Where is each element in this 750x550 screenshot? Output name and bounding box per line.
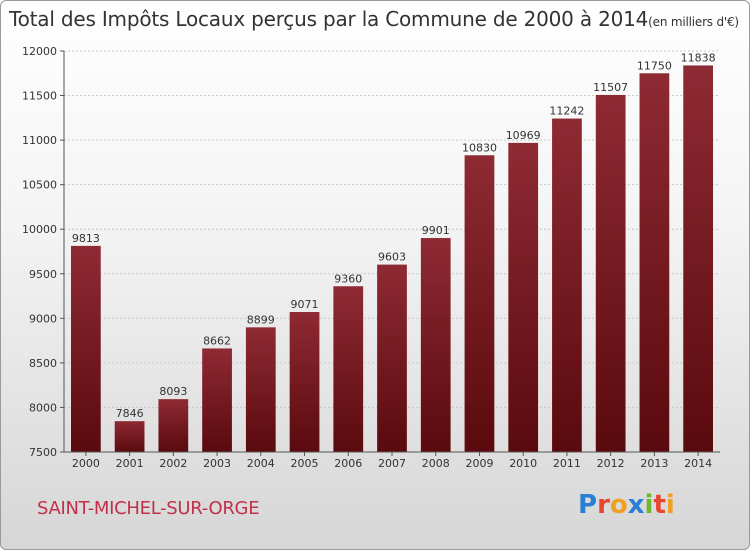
logo-letter: P: [578, 490, 598, 520]
x-tick-label: 2008: [422, 457, 450, 470]
bar: [595, 94, 626, 453]
bar-value-label: 9360: [334, 272, 362, 285]
bar-value-label: 8662: [203, 334, 231, 347]
y-tick-label: 9000: [29, 312, 57, 325]
bar: [683, 65, 714, 452]
bar-value-label: 9603: [378, 251, 406, 264]
bar-layer: 9813 7846 8093 8662 8899 9071 9360 9603 9901 1083…: [70, 51, 716, 453]
x-tick-label: 2005: [291, 457, 319, 470]
bar: [420, 238, 451, 452]
logo-letter: i: [665, 490, 675, 520]
bar-value-label: 11750: [637, 59, 672, 72]
bar-value-label: 10830: [462, 141, 497, 154]
bar: [333, 286, 364, 452]
y-tick-label: 8000: [29, 401, 57, 414]
bar: [70, 245, 101, 452]
x-tick-label: 2002: [159, 457, 187, 470]
x-tick-label: 2013: [640, 457, 668, 470]
bar-value-label: 9901: [422, 224, 450, 237]
y-tick-label: 8500: [29, 357, 57, 370]
bar: [245, 327, 276, 452]
y-tick-label: 10500: [22, 179, 57, 192]
y-tick-label: 12000: [22, 45, 57, 58]
bar: [508, 142, 539, 453]
x-tick-label: 2004: [247, 457, 275, 470]
bar-value-label: 8899: [247, 313, 275, 326]
chart-title-text: Total des Impôts Locaux perçus par la Co…: [9, 7, 649, 31]
x-tick-label: 2000: [72, 457, 100, 470]
bar-value-label: 11507: [593, 81, 628, 94]
y-tick-label: 7500: [29, 446, 57, 459]
x-tick-label: 2007: [378, 457, 406, 470]
commune-name: SAINT-MICHEL-SUR-ORGE: [37, 498, 260, 519]
axis-layer: 7500 8000 8500 9000 9500 10000 10500 11000 11500…: [22, 45, 720, 470]
logo-letter: x: [627, 490, 645, 520]
bar: [289, 312, 320, 452]
bar: [202, 348, 232, 452]
x-tick-label: 2010: [509, 457, 537, 470]
bar-value-label: 9071: [291, 298, 319, 311]
y-tick-label: 10000: [22, 223, 57, 236]
bar-value-label: 8093: [159, 385, 187, 398]
bar: [158, 399, 189, 452]
proxiti-logo[interactable]: Proxiti: [578, 490, 675, 520]
logo-letter: t: [653, 490, 666, 520]
x-tick-label: 2003: [203, 457, 231, 470]
chart-title-unit: (en milliers d'€): [648, 15, 739, 29]
x-tick-label: 2006: [334, 457, 362, 470]
bar: [377, 264, 407, 452]
bar-value-label: 11838: [681, 51, 716, 64]
bar: [464, 155, 495, 452]
logo-letter: i: [644, 490, 654, 520]
x-tick-label: 2009: [465, 457, 493, 470]
x-tick-label: 2001: [116, 457, 144, 470]
x-tick-label: 2011: [553, 457, 581, 470]
x-tick-label: 2012: [597, 457, 625, 470]
bar-value-label: 9813: [72, 232, 100, 245]
x-tick-label: 2014: [684, 457, 712, 470]
y-tick-label: 9500: [29, 268, 57, 281]
logo-letter: o: [609, 490, 628, 520]
bar-value-label: 10969: [506, 129, 541, 142]
logo-letter: r: [597, 490, 610, 520]
bar: [114, 421, 145, 452]
y-tick-label: 11000: [22, 134, 57, 147]
bar-value-label: 11242: [549, 105, 584, 118]
y-tick-label: 11500: [22, 90, 57, 103]
chart-title: Total des Impôts Locaux perçus par la Co…: [9, 7, 739, 31]
bar-value-label: 7846: [116, 407, 144, 420]
bar: [639, 73, 670, 453]
bar: [552, 118, 582, 453]
